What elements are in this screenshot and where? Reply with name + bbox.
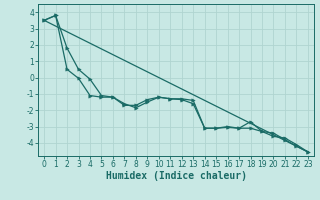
X-axis label: Humidex (Indice chaleur): Humidex (Indice chaleur) [106,171,246,181]
